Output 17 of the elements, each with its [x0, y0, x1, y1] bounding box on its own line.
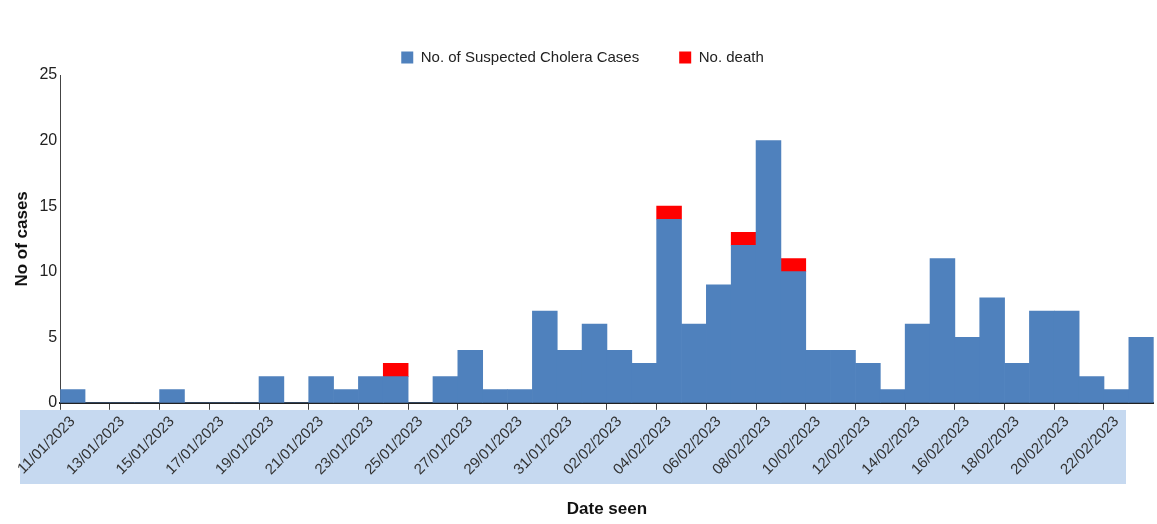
y-tick-label: 10	[39, 262, 58, 280]
bar	[258, 376, 285, 403]
y-tick-label: 25	[39, 65, 58, 83]
bar	[656, 205, 682, 220]
bar	[780, 258, 807, 272]
x-axis-title: Date seen	[566, 499, 648, 519]
y-tick-label: 15	[39, 196, 58, 214]
bar	[382, 363, 409, 377]
y-tick-label: 0	[48, 393, 58, 411]
legend-label: No. death	[698, 47, 764, 65]
legend-label: No. of Suspected Cholera Cases	[420, 47, 640, 65]
y-axis-title: No of cases	[11, 191, 31, 287]
bar	[730, 232, 757, 246]
bar	[60, 389, 86, 403]
y-tick-label: 5	[48, 327, 58, 345]
bar	[159, 389, 185, 403]
y-tick-label: 20	[39, 130, 58, 148]
